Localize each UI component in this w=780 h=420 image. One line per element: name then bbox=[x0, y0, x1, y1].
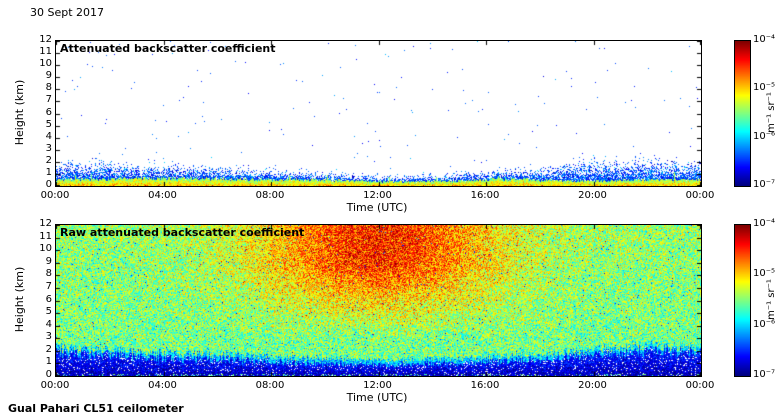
y-tick-label: 10 bbox=[39, 243, 52, 255]
x-tick-label: 00:00 bbox=[685, 380, 715, 391]
x-tick-label: 20:00 bbox=[578, 380, 607, 391]
y-tick-label: 0 bbox=[45, 179, 52, 190]
y-tick-label: 6 bbox=[45, 293, 52, 305]
y-axis-label-bottom: Height (km) bbox=[13, 266, 26, 333]
y-tick-label: 0 bbox=[45, 369, 52, 380]
y-tick-label: 4 bbox=[45, 130, 52, 142]
x-axis-label-bottom: Time (UTC) bbox=[346, 391, 408, 404]
x-tick-label: 12:00 bbox=[363, 190, 392, 201]
y-tick-label: 8 bbox=[45, 268, 52, 280]
colorbar-unit-top: m⁻¹ sr⁻¹ bbox=[766, 92, 777, 133]
x-tick-label: 16:00 bbox=[470, 380, 500, 391]
y-tick-label: 4 bbox=[45, 318, 52, 330]
y-tick-label: 10 bbox=[39, 58, 52, 70]
x-tick-label: 20:00 bbox=[578, 190, 607, 201]
x-axis-label-top: Time (UTC) bbox=[346, 201, 408, 214]
colorbar-tick-label: 10⁻⁷ bbox=[753, 369, 776, 380]
colorbar-tick-label: 10⁻⁶ bbox=[753, 318, 776, 330]
y-axis-label-top: Height (km) bbox=[13, 79, 26, 146]
colorbar-tick-label: 10⁻⁵ bbox=[753, 82, 776, 94]
x-tick-label: 00:00 bbox=[40, 190, 70, 201]
y-tick-label: 1 bbox=[45, 166, 52, 178]
y-tick-label: 11 bbox=[39, 230, 52, 242]
y-tick-label: 9 bbox=[45, 255, 52, 267]
colorbar-gradient-bottom bbox=[735, 225, 750, 376]
x-tick-label: 08:00 bbox=[255, 380, 285, 391]
y-tick-label: 7 bbox=[45, 94, 52, 106]
date-label: 30 Sept 2017 bbox=[30, 6, 105, 19]
x-tick-label: 04:00 bbox=[148, 380, 177, 391]
y-tick-label: 8 bbox=[45, 82, 52, 94]
y-tick-label: 5 bbox=[45, 306, 52, 318]
colorbar-tick-label: 10⁻⁴ bbox=[753, 218, 776, 229]
y-tick-label: 3 bbox=[45, 331, 52, 343]
heatmap-canvas-raw bbox=[56, 225, 701, 376]
y-tick-label: 7 bbox=[45, 280, 52, 292]
y-tick-label: 12 bbox=[39, 218, 52, 229]
colorbar-bottom bbox=[734, 224, 751, 377]
x-tick-label: 16:00 bbox=[470, 190, 500, 201]
plot-area-bottom: Raw attenuated backscatter coefficient bbox=[55, 224, 702, 377]
colorbar-tick-label: 10⁻⁷ bbox=[753, 179, 776, 190]
y-tick-label: 2 bbox=[45, 154, 52, 166]
panel-title-bottom: Raw attenuated backscatter coefficient bbox=[60, 226, 305, 239]
y-tick-label: 5 bbox=[45, 118, 52, 130]
y-tick-label: 11 bbox=[39, 46, 52, 58]
x-tick-label: 04:00 bbox=[148, 190, 177, 201]
colorbar-tick-label: 10⁻⁶ bbox=[753, 130, 776, 142]
y-tick-label: 12 bbox=[39, 34, 52, 45]
y-tick-label: 2 bbox=[45, 343, 52, 355]
y-tick-label: 1 bbox=[45, 356, 52, 368]
y-tick-label: 9 bbox=[45, 70, 52, 82]
footer-caption: Gual Pahari CL51 ceilometer bbox=[8, 402, 184, 415]
x-tick-label: 12:00 bbox=[363, 380, 392, 391]
y-tick-label: 6 bbox=[45, 106, 52, 118]
colorbar-unit-bottom: m⁻¹ sr⁻¹ bbox=[766, 279, 777, 320]
heatmap-canvas-attenuated bbox=[56, 41, 701, 186]
colorbar-gradient-top bbox=[735, 41, 750, 186]
x-tick-label: 00:00 bbox=[685, 190, 715, 201]
panel-title-top: Attenuated backscatter coefficient bbox=[60, 42, 276, 55]
colorbar-tick-label: 10⁻⁴ bbox=[753, 34, 776, 45]
y-tick-label: 3 bbox=[45, 142, 52, 154]
colorbar-tick-label: 10⁻⁵ bbox=[753, 268, 776, 280]
x-tick-label: 00:00 bbox=[40, 380, 70, 391]
x-tick-label: 08:00 bbox=[255, 190, 285, 201]
plot-area-top: Attenuated backscatter coefficient bbox=[55, 40, 702, 187]
colorbar-top bbox=[734, 40, 751, 187]
